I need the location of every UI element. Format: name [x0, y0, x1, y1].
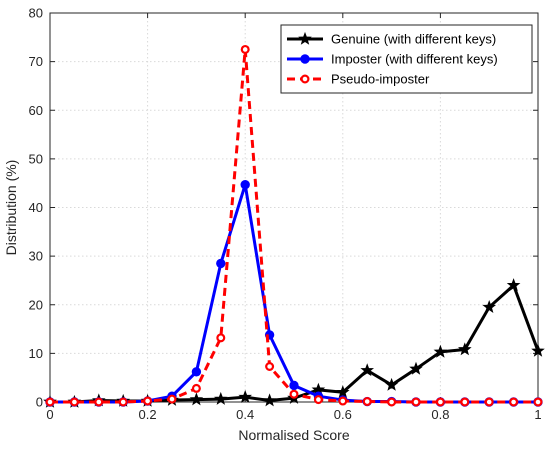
data-point	[531, 343, 545, 357]
y-tick-label: 70	[29, 54, 43, 69]
data-point	[214, 391, 228, 405]
data-point	[143, 396, 153, 406]
data-point	[265, 362, 275, 372]
data-point	[118, 397, 128, 407]
data-point	[409, 361, 423, 375]
data-point	[240, 44, 250, 54]
y-tick-label: 20	[29, 297, 43, 312]
y-tick-label: 80	[29, 6, 43, 21]
data-point	[387, 397, 397, 407]
data-point	[362, 397, 372, 407]
data-point	[484, 397, 494, 407]
data-point	[189, 392, 204, 406]
data-point	[360, 363, 374, 377]
x-tick-label: 0.8	[431, 407, 449, 422]
data-point	[167, 394, 177, 404]
series-3	[45, 44, 543, 407]
x-axis-label: Normalised Score	[238, 427, 349, 443]
data-point	[191, 367, 202, 377]
data-point	[94, 397, 104, 407]
data-point	[506, 278, 521, 292]
y-tick-label: 60	[29, 103, 43, 118]
series-2	[45, 179, 543, 407]
data-point	[238, 389, 252, 403]
data-point	[460, 397, 470, 407]
legend-marker	[298, 31, 312, 45]
data-point	[338, 396, 348, 406]
legend-label: Imposter (with different keys)	[331, 52, 498, 67]
series-layer	[43, 44, 545, 408]
legend-marker	[300, 54, 310, 64]
data-point	[45, 397, 55, 407]
legend-marker	[300, 74, 310, 84]
x-tick-label: 0	[46, 407, 53, 422]
x-tick-label: 0.2	[139, 407, 157, 422]
x-tick-label: 1	[534, 407, 541, 422]
data-point	[435, 397, 445, 407]
y-tick-label: 50	[29, 151, 43, 166]
series-line	[50, 183, 538, 404]
data-point	[433, 344, 448, 358]
data-point	[289, 380, 299, 391]
data-point	[533, 397, 543, 407]
data-point	[216, 258, 226, 269]
data-point	[289, 389, 299, 399]
data-point	[313, 395, 323, 405]
legend-item: Imposter (with different keys)	[287, 52, 498, 67]
legend-item: Genuine (with different keys)	[287, 32, 496, 47]
legend-label: Genuine (with different keys)	[331, 32, 496, 47]
data-point	[336, 385, 350, 399]
x-tick-label: 0.6	[334, 407, 352, 422]
y-tick-label: 40	[29, 200, 43, 215]
data-point	[240, 179, 250, 190]
legend-item: Pseudo-imposter	[287, 72, 430, 87]
data-point	[509, 397, 519, 407]
y-axis-label: Distribution (%)	[3, 160, 19, 256]
data-point	[216, 333, 226, 343]
y-tick-label: 10	[29, 346, 43, 361]
x-tick-label: 0.4	[236, 407, 254, 422]
data-point	[458, 342, 472, 356]
data-point	[384, 377, 399, 391]
data-point	[191, 383, 201, 393]
data-point	[69, 397, 79, 407]
data-point	[262, 393, 277, 407]
data-point	[482, 300, 496, 313]
legend: Genuine (with different keys) Imposter (w…	[280, 24, 533, 94]
data-point	[411, 397, 421, 407]
y-tick-label: 0	[36, 395, 43, 410]
legend-label: Pseudo-imposter	[331, 72, 430, 87]
y-tick-label: 30	[29, 249, 43, 264]
